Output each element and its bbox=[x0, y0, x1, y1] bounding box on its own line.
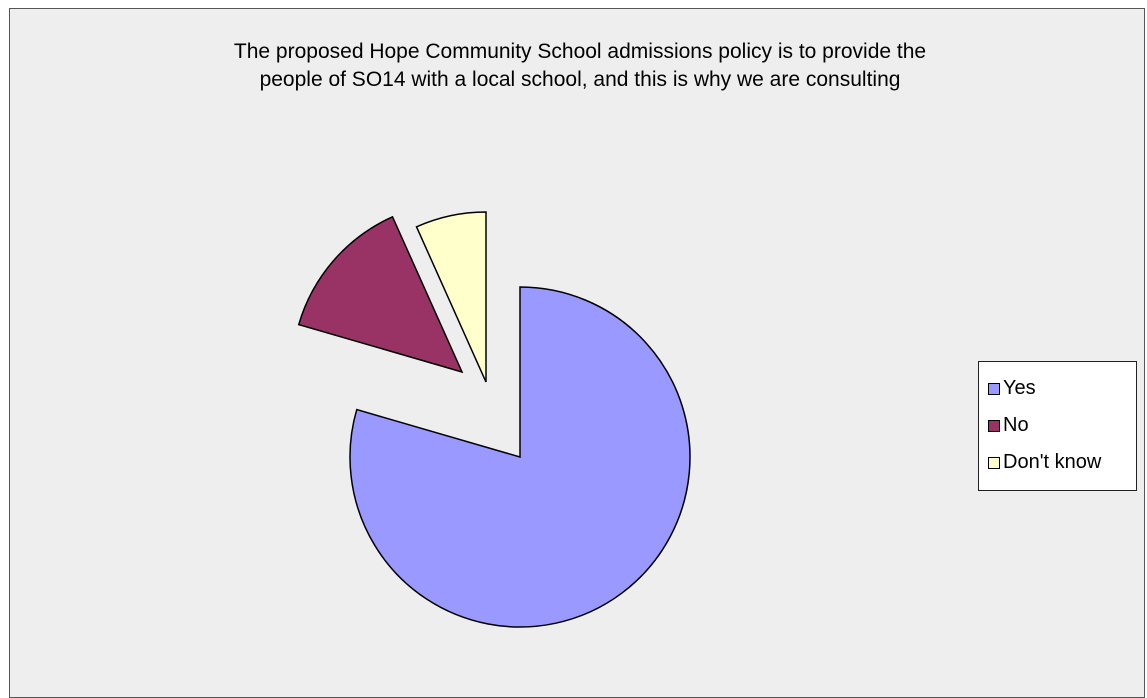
chart-title: The proposed Hope Community School admis… bbox=[0, 38, 1147, 94]
legend-swatch-yes bbox=[988, 382, 1000, 395]
legend-item-no: No bbox=[979, 407, 1136, 444]
legend-label-yes: Yes bbox=[1003, 377, 1036, 399]
chart-title-line-2: people of SO14 with a local school, and … bbox=[259, 68, 901, 91]
legend-swatch-no bbox=[988, 419, 1000, 432]
legend-label-dont-know: Don't know bbox=[1003, 451, 1102, 473]
pie-slice-don-t-know bbox=[415, 211, 487, 383]
legend-label-no: No bbox=[1003, 414, 1029, 436]
legend-swatch-dont-know bbox=[988, 456, 1000, 469]
pie-chart bbox=[297, 211, 691, 628]
legend-item-yes: Yes bbox=[979, 370, 1136, 407]
pie-slice-yes bbox=[349, 286, 691, 628]
legend: Yes No Don't know bbox=[978, 361, 1137, 491]
pie-slice-no bbox=[297, 215, 464, 374]
chart-title-line-1: The proposed Hope Community School admis… bbox=[233, 40, 927, 63]
legend-item-dont-know: Don't know bbox=[979, 444, 1136, 481]
